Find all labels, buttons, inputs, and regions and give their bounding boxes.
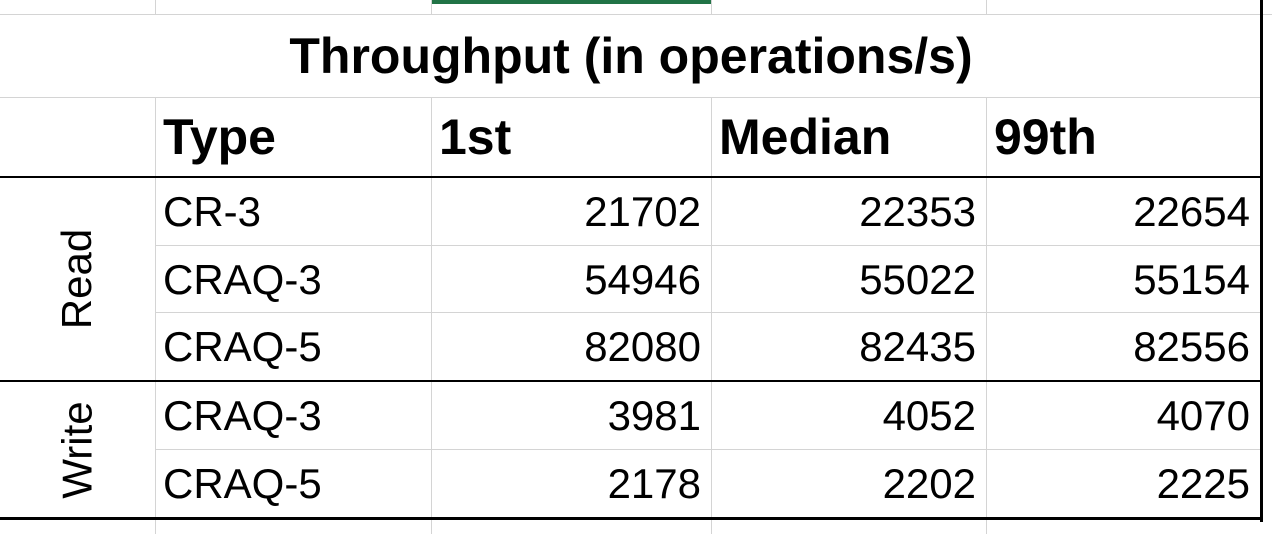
table-row-type: CRAQ-5 [163,323,322,370]
gridline [155,449,1262,450]
gridline [155,245,1262,246]
row-group-label-text: Read [53,228,101,330]
selected-cell-indicator [431,0,711,4]
header-bottom-border [0,176,1262,178]
row-group-label-read: Read [0,178,155,380]
gridline [431,0,432,534]
table-cell-p99: 82556 [1133,323,1250,370]
table-cell-median: 55022 [859,256,976,303]
table-cell-p99: 22654 [1133,188,1250,235]
table-cell-first: 54946 [584,256,701,303]
column-header-p99: 99th [994,109,1097,165]
table-cell-median: 2202 [882,460,976,507]
column-header-median: Median [719,109,892,165]
table-cell-first: 3981 [607,392,701,439]
row-group-label-write: Write [0,382,155,517]
title-cell-bg [0,15,1260,97]
table-cell-first: 2178 [607,460,701,507]
gridline [155,312,1262,313]
row-group-label-text: Write [53,400,101,499]
gridline [155,0,156,534]
gridline [986,0,987,534]
table-cell-p99: 2225 [1156,460,1250,507]
table-row-type: CRAQ-3 [163,256,322,303]
table-cell-first: 21702 [584,188,701,235]
gridline [0,14,1272,15]
table-cell-p99: 4070 [1156,392,1250,439]
table-row-type: CRAQ-3 [163,392,322,439]
table-cell-median: 82435 [859,323,976,370]
column-header-first: 1st [439,109,512,165]
table-cell-first: 82080 [584,323,701,370]
table-right-border [1260,0,1263,522]
table-title: Throughput (in operations/s) [289,28,973,84]
table-row-type: CRAQ-5 [163,460,322,507]
column-header-type: Type [163,109,276,165]
gridline [0,97,1262,98]
table-row-type: CR-3 [163,188,262,235]
table-cell-median: 22353 [859,188,976,235]
table-cell-median: 4052 [882,392,976,439]
table-cell-p99: 55154 [1133,256,1250,303]
table-bottom-border [0,517,1262,520]
gridline [711,0,712,534]
group-divider-border [0,380,1262,382]
